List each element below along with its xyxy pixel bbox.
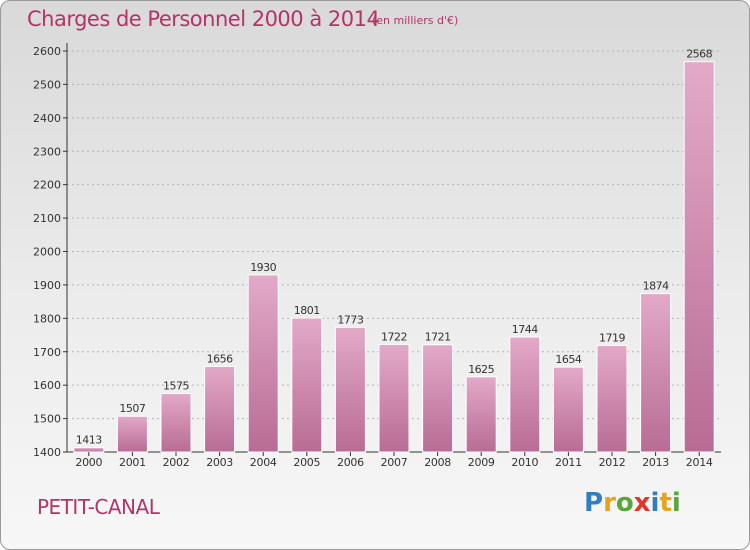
- bar: [204, 365, 236, 453]
- y-tick-label: 1400: [33, 446, 61, 459]
- x-tick-label: 2003: [206, 456, 233, 469]
- x-tick-label: 2008: [424, 456, 451, 469]
- y-tick-label: 1800: [33, 312, 61, 325]
- logo-letter: o: [615, 488, 634, 518]
- bar: [422, 344, 454, 453]
- proxiti-logo[interactable]: Proxiti: [584, 488, 681, 518]
- y-tick-label: 2100: [33, 212, 61, 225]
- y-tick-label: 2500: [33, 78, 61, 91]
- data-label: 1744: [512, 323, 538, 336]
- bar: [640, 293, 672, 453]
- data-label: 1721: [425, 331, 451, 344]
- bar: [116, 415, 148, 453]
- data-label: 1930: [250, 261, 276, 274]
- logo-letter: x: [633, 488, 651, 518]
- bar: [552, 366, 584, 453]
- logo-letter: P: [584, 488, 604, 518]
- data-label: 1507: [119, 402, 145, 415]
- data-label: 1656: [207, 352, 233, 365]
- data-label: 1874: [643, 280, 669, 293]
- x-tick-label: 2014: [686, 456, 713, 469]
- x-tick-label: 2005: [293, 456, 320, 469]
- x-tick-label: 2013: [642, 456, 669, 469]
- y-tick-label: 2400: [33, 112, 61, 125]
- x-tick-label: 2001: [119, 456, 146, 469]
- y-tick-label: 1600: [33, 379, 61, 392]
- bar: [683, 61, 715, 453]
- y-tick-label: 1900: [33, 279, 61, 292]
- bar: [247, 274, 279, 453]
- logo-letter: i: [650, 488, 660, 518]
- y-tick-label: 1700: [33, 346, 61, 359]
- logo-letter: r: [603, 488, 616, 518]
- x-tick-label: 2010: [511, 456, 538, 469]
- data-label: 1654: [555, 353, 581, 366]
- logo-letter: t: [659, 488, 672, 518]
- x-tick-label: 2011: [555, 456, 582, 469]
- x-tick-label: 2007: [381, 456, 408, 469]
- data-label: 1719: [599, 331, 625, 344]
- data-label: 2568: [686, 48, 712, 61]
- y-tick-label: 2600: [33, 45, 61, 58]
- data-label: 1575: [163, 380, 189, 393]
- data-label: 1801: [294, 304, 320, 317]
- x-tick-label: 2002: [163, 456, 190, 469]
- chart-title: Charges de Personnel 2000 à 2014: [27, 7, 380, 31]
- y-tick-label: 2000: [33, 246, 61, 259]
- bar: [378, 343, 410, 453]
- bar: [465, 376, 497, 453]
- y-tick-label: 2200: [33, 179, 61, 192]
- bar: [73, 447, 105, 453]
- bar: [334, 326, 366, 453]
- bar: [291, 317, 323, 453]
- x-tick-label: 2004: [250, 456, 277, 469]
- place-name: PETIT-CANAL: [37, 495, 160, 519]
- y-tick-label: 2300: [33, 145, 61, 158]
- x-tick-label: 2000: [75, 456, 102, 469]
- chart-subtitle: (en milliers d'€): [372, 14, 459, 27]
- bar: [160, 393, 192, 453]
- bar: [509, 336, 541, 453]
- data-label: 1413: [76, 434, 102, 447]
- data-label: 1773: [337, 313, 363, 326]
- y-tick-label: 1500: [33, 413, 61, 426]
- bar: [596, 344, 628, 453]
- data-label: 1722: [381, 330, 407, 343]
- x-tick-label: 2009: [468, 456, 495, 469]
- logo-letter: i: [671, 488, 681, 518]
- x-tick-label: 2012: [599, 456, 626, 469]
- x-tick-label: 2006: [337, 456, 364, 469]
- data-label: 1625: [468, 363, 494, 376]
